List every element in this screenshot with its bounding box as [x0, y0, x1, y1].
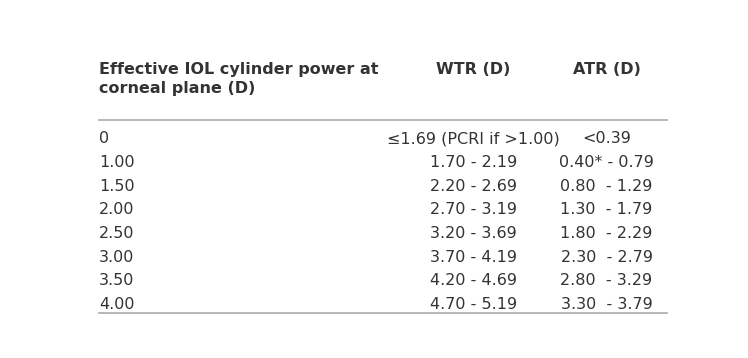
Text: ≤1.69 (PCRI if >1.00): ≤1.69 (PCRI if >1.00) [387, 131, 560, 146]
Text: 1.50: 1.50 [99, 179, 135, 194]
Text: 2.30  - 2.79: 2.30 - 2.79 [560, 250, 652, 265]
Text: ATR (D): ATR (D) [573, 62, 640, 77]
Text: 0: 0 [99, 131, 109, 146]
Text: Effective IOL cylinder power at
corneal plane (D): Effective IOL cylinder power at corneal … [99, 62, 378, 96]
Text: 1.80  - 2.29: 1.80 - 2.29 [560, 226, 653, 241]
Text: 2.80  - 3.29: 2.80 - 3.29 [560, 274, 652, 289]
Text: 2.00: 2.00 [99, 202, 135, 217]
Text: 0.40* - 0.79: 0.40* - 0.79 [559, 155, 654, 170]
Text: 3.50: 3.50 [99, 274, 135, 289]
Text: 4.70 - 5.19: 4.70 - 5.19 [429, 297, 517, 312]
Text: 2.70 - 3.19: 2.70 - 3.19 [429, 202, 517, 217]
Text: 0.80  - 1.29: 0.80 - 1.29 [560, 179, 653, 194]
Text: 1.00: 1.00 [99, 155, 135, 170]
Text: 3.00: 3.00 [99, 250, 135, 265]
Text: 2.20 - 2.69: 2.20 - 2.69 [429, 179, 517, 194]
Text: 1.70 - 2.19: 1.70 - 2.19 [429, 155, 517, 170]
Text: 1.30  - 1.79: 1.30 - 1.79 [560, 202, 653, 217]
Text: WTR (D): WTR (D) [436, 62, 510, 77]
Text: 4.20 - 4.69: 4.20 - 4.69 [429, 274, 517, 289]
Text: 3.70 - 4.19: 3.70 - 4.19 [429, 250, 517, 265]
Text: 3.30  - 3.79: 3.30 - 3.79 [561, 297, 652, 312]
Text: 3.20 - 3.69: 3.20 - 3.69 [430, 226, 517, 241]
Text: 4.00: 4.00 [99, 297, 135, 312]
Text: 2.50: 2.50 [99, 226, 135, 241]
Text: <0.39: <0.39 [582, 131, 631, 146]
